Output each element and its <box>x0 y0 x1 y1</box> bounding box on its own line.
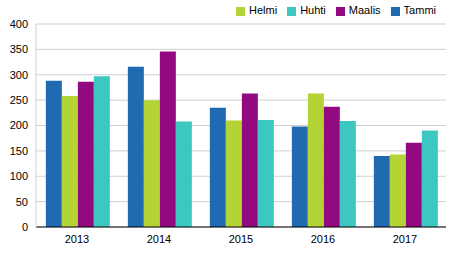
html-text:Helmi: Helmi <box>249 4 278 16</box>
svg-text:2017: 2017 <box>393 233 417 245</box>
svg-text:50: 50 <box>16 196 28 208</box>
svg-text:2013: 2013 <box>65 233 89 245</box>
svg-text:250: 250 <box>10 94 28 106</box>
svg-text:100: 100 <box>10 170 28 182</box>
svg-text:350: 350 <box>10 43 28 55</box>
html-text:Huhti: Huhti <box>300 4 326 16</box>
html-text:Maalis: Maalis <box>348 4 381 16</box>
svg-text:200: 200 <box>10 119 28 131</box>
svg-text:300: 300 <box>10 69 28 81</box>
svg-text:150: 150 <box>10 145 28 157</box>
svg-text:400: 400 <box>10 18 28 30</box>
svg-text:2014: 2014 <box>147 233 171 245</box>
svg-text:2016: 2016 <box>311 233 335 245</box>
svg-text:0: 0 <box>22 221 28 233</box>
svg-text:2015: 2015 <box>229 233 253 245</box>
html-text:Tammi: Tammi <box>403 4 436 16</box>
